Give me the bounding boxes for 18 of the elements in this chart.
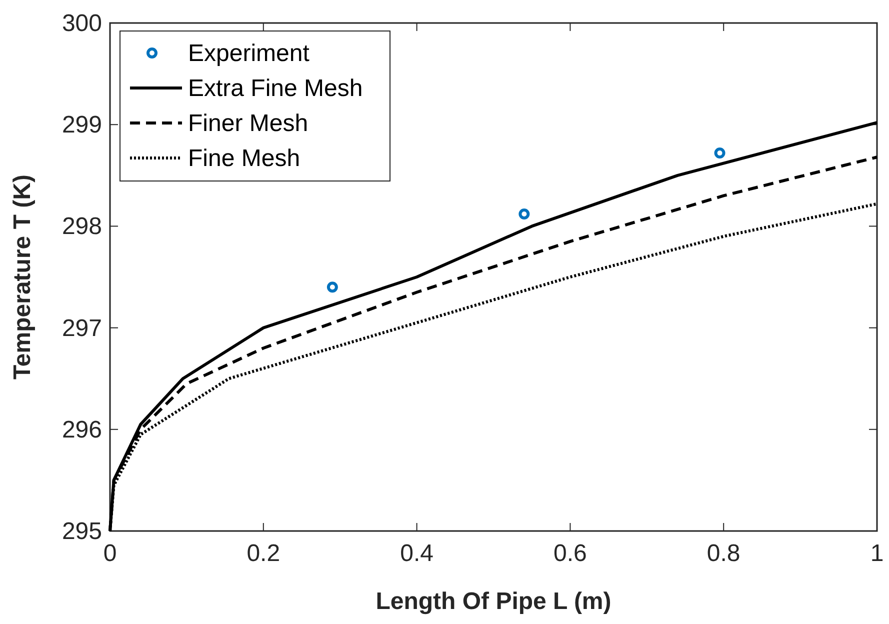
legend-label: Finer Mesh (188, 110, 308, 137)
y-axis-title: Temperature T (K) (9, 174, 36, 380)
y-tick-label: 297 (62, 314, 102, 342)
x-tick-label: 0.6 (554, 540, 587, 567)
y-tick-label: 298 (62, 213, 102, 240)
x-tick-label: 1 (870, 540, 884, 567)
y-tick-label: 299 (62, 112, 102, 139)
x-axis-title: Length Of Pipe L (m) (376, 588, 612, 615)
x-tick-label: 0 (103, 540, 117, 567)
x-tick-label: 0.4 (400, 540, 434, 567)
x-tick-label: 0.2 (246, 540, 280, 567)
y-tick-label: 295 (62, 518, 102, 545)
x-tick-label: 0.8 (706, 540, 740, 567)
legend-label: Fine Mesh (188, 145, 300, 172)
legend-label: Extra Fine Mesh (188, 75, 363, 102)
y-tick-label: 296 (62, 416, 102, 444)
y-tick-label: 300 (62, 10, 102, 37)
legend-label: Experiment (188, 40, 310, 67)
